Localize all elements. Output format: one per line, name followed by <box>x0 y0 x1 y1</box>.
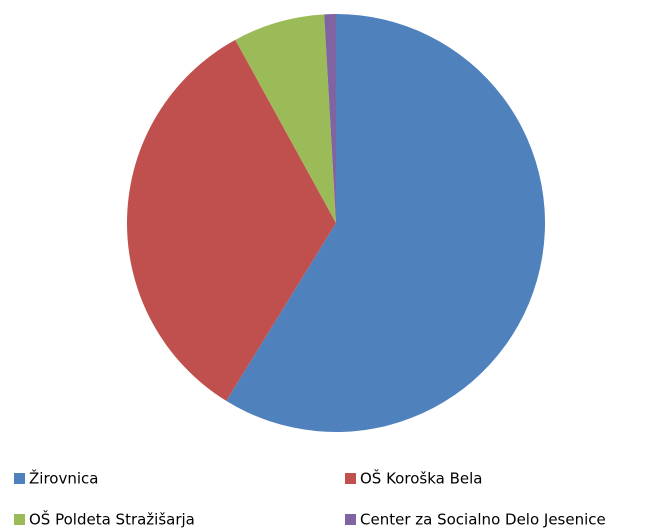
legend-label: OŠ Poldeta Stražišarja <box>29 510 195 529</box>
legend-label: Žirovnica <box>29 469 98 488</box>
legend-swatch <box>345 514 356 525</box>
pie-slice <box>226 14 545 432</box>
pie-slice <box>126 39 336 401</box>
pie-slice <box>324 14 336 223</box>
legend-swatch <box>14 473 25 484</box>
pie-slice <box>235 14 336 223</box>
legend-label: Center za Socialno Delo Jesenice <box>360 511 606 529</box>
legend-label: OŠ Koroška Bela <box>360 469 482 488</box>
legend-swatch <box>345 473 356 484</box>
legend-swatch <box>14 514 25 525</box>
